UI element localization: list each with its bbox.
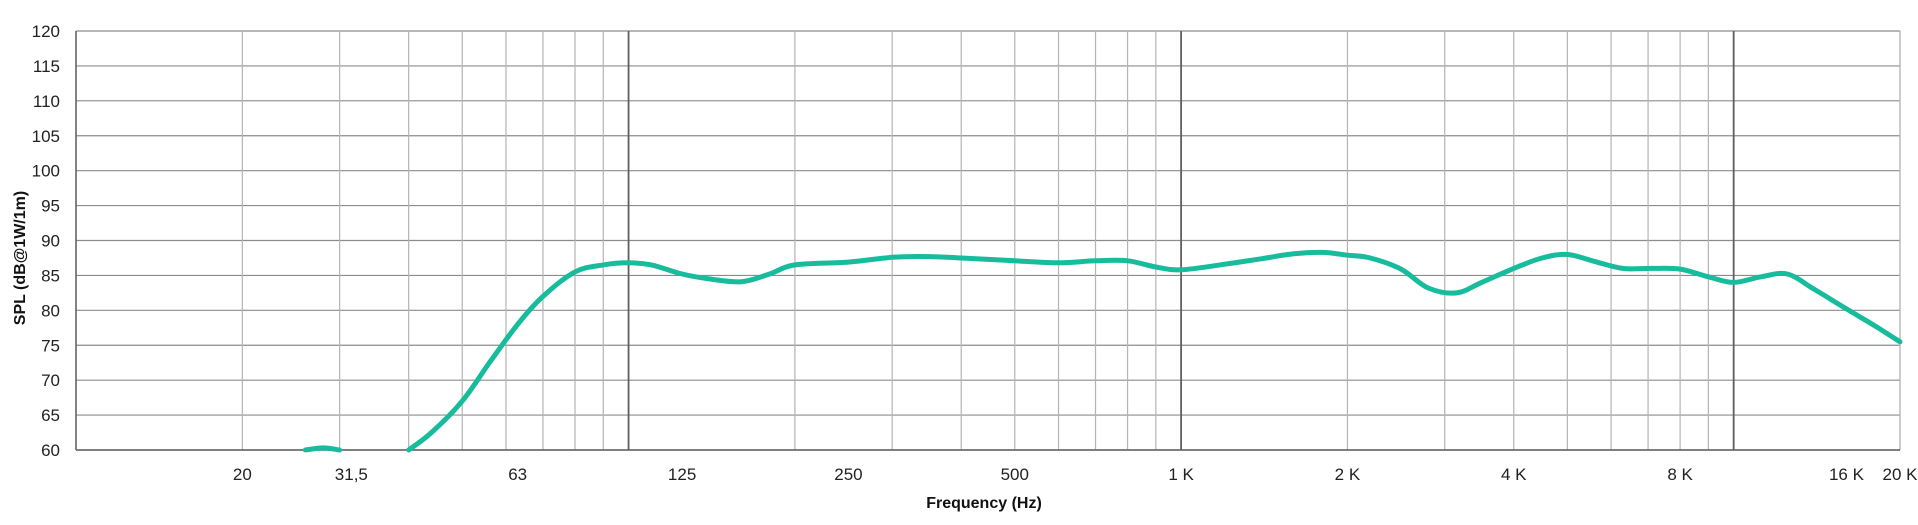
y-tick-label: 70 — [41, 371, 60, 390]
x-tick-label: 1 K — [1168, 465, 1194, 484]
y-tick-label: 115 — [33, 57, 60, 76]
x-tick-label: 31,5 — [335, 465, 368, 484]
x-tick-label: 63 — [508, 465, 527, 484]
x-tick-label: 250 — [834, 465, 862, 484]
y-tick-label: 65 — [41, 406, 60, 425]
x-tick-label: 4 K — [1501, 465, 1527, 484]
plot-frame — [75, 31, 1901, 451]
y-tick-label: 120 — [32, 22, 60, 41]
y-tick-label: 95 — [41, 197, 60, 216]
x-tick-label: 16 K — [1829, 465, 1865, 484]
y-axis-label: SPL (dB@1W/1m) — [12, 191, 29, 325]
x-tick-label: 8 K — [1667, 465, 1693, 484]
series-lines — [302, 249, 1903, 453]
y-tick-label: 90 — [41, 232, 60, 251]
y-tick-labels: 60 65 70 75 80 85 90 95 100 105 110 115 120 — [32, 22, 60, 460]
y-tick-label: 75 — [41, 336, 60, 355]
y-tick-label: 60 — [41, 441, 60, 460]
x-tick-labels: 20 31,5 63 125 250 500 1 K 2 K 4 K 8 K 16 K 20 K — [233, 465, 1918, 484]
x-tick-label: 2 K — [1335, 465, 1361, 484]
y-tick-label: 80 — [41, 301, 60, 320]
spl-response-line — [406, 249, 1903, 453]
y-tick-label: 100 — [32, 162, 60, 181]
x-tick-label: 20 K — [1883, 465, 1918, 484]
y-tick-label: 85 — [41, 266, 60, 285]
x-axis-label: Frequency (Hz) — [926, 495, 1042, 512]
x-tick-label: 20 — [233, 465, 252, 484]
spl-response-line — [302, 445, 343, 453]
x-tick-label: 125 — [668, 465, 696, 484]
x-tick-label: 500 — [1001, 465, 1029, 484]
y-tick-label: 110 — [33, 92, 60, 111]
y-tick-label: 105 — [32, 127, 60, 146]
horizontal-grid — [76, 30, 1900, 451]
